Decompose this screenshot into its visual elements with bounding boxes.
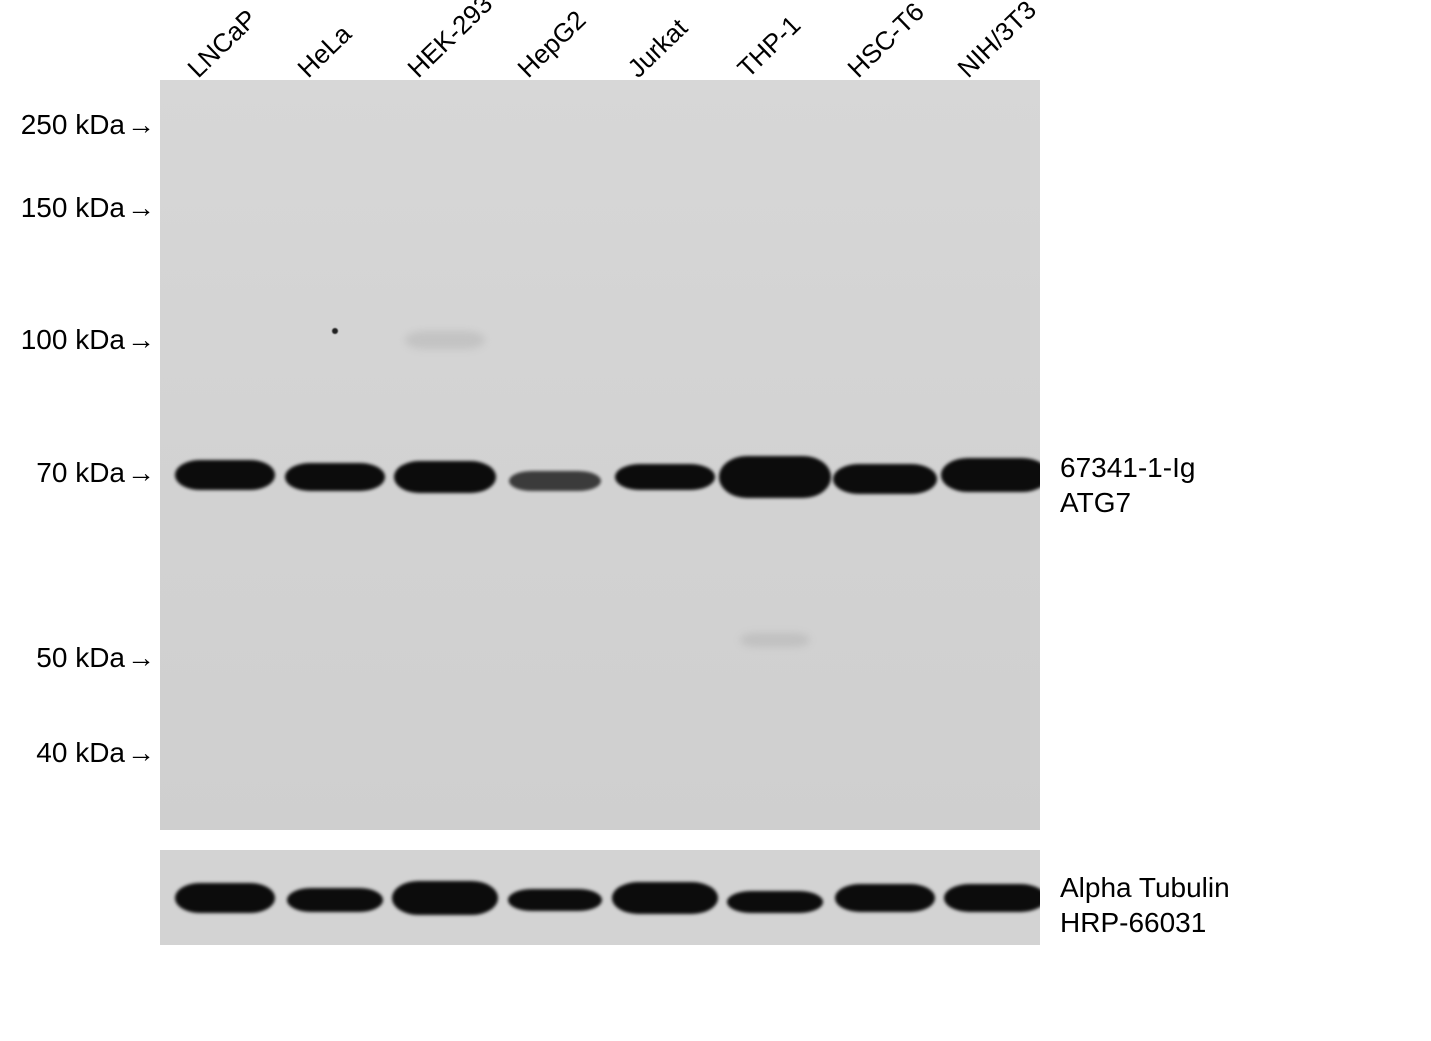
band-annotation-line: HRP-66031 (1060, 905, 1230, 940)
blot-loading-control (160, 850, 1040, 945)
mw-marker: 100 kDa (5, 324, 155, 356)
protein-band (612, 882, 718, 914)
lane-label: HepG2 (511, 4, 592, 84)
protein-band (727, 891, 823, 913)
protein-band (835, 884, 935, 912)
protein-band (175, 883, 275, 913)
band-annotation: Alpha TubulinHRP-66031 (1060, 870, 1230, 940)
mw-marker: 250 kDa (5, 109, 155, 141)
protein-band (175, 460, 275, 490)
protein-band (508, 889, 602, 911)
protein-band (615, 464, 715, 490)
blot-main: WWW.PTGLAB.COM (160, 80, 1040, 830)
protein-band (287, 888, 383, 912)
lane-label: THP-1 (731, 10, 807, 84)
lane-label: HEK-293 (401, 0, 498, 84)
protein-band (405, 331, 485, 349)
protein-band (740, 633, 810, 647)
lane-label: HSC-T6 (841, 0, 930, 84)
lane-label: NIH/3T3 (951, 0, 1042, 84)
protein-band (719, 456, 831, 498)
mw-marker: 40 kDa (5, 737, 155, 769)
band-annotation-line: Alpha Tubulin (1060, 870, 1230, 905)
protein-band (394, 461, 496, 493)
western-blot-figure: WWW.PTGLAB.COM LNCaP HeLa HEK-293HepG2 Jurk… (0, 0, 1431, 1041)
lane-label: HeLa (291, 19, 357, 84)
protein-band (392, 881, 498, 915)
protein-band (509, 471, 601, 491)
band-annotation-line: 67341-1-Ig (1060, 450, 1195, 485)
band-annotation-line: ATG7 (1060, 485, 1195, 520)
mw-marker: 70 kDa (5, 457, 155, 489)
mw-marker: 150 kDa (5, 192, 155, 224)
protein-band (941, 458, 1040, 492)
protein-band (285, 463, 385, 491)
speck (332, 328, 338, 334)
protein-band (833, 464, 937, 494)
lane-label: Jurkat (621, 13, 693, 84)
protein-band (944, 884, 1040, 912)
lane-label: LNCaP (181, 3, 263, 84)
band-annotation: 67341-1-IgATG7 (1060, 450, 1195, 520)
mw-marker: 50 kDa (5, 642, 155, 674)
